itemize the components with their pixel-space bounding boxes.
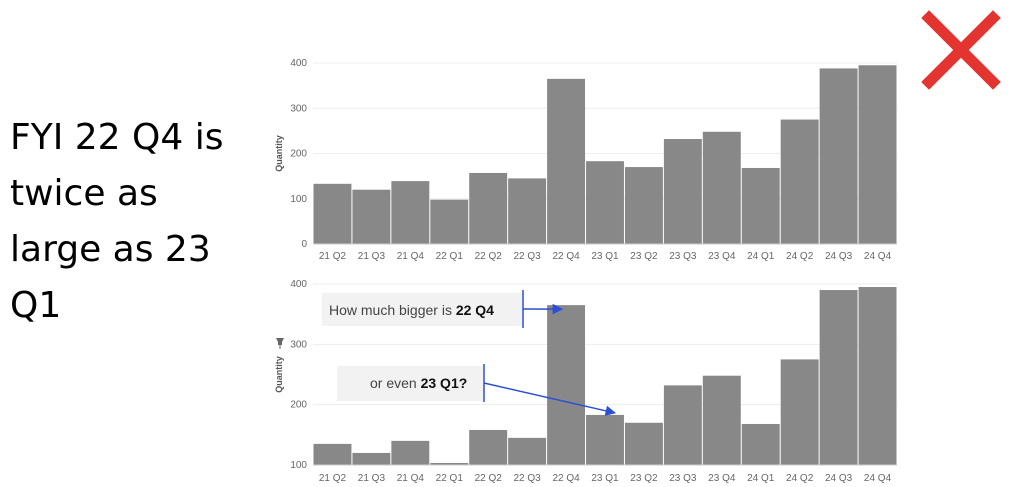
annotation-1-prefix: How much bigger is [329, 302, 456, 318]
bar [547, 78, 586, 245]
bar [624, 422, 663, 465]
claim-line-3: large as 23 [10, 229, 211, 270]
bar [430, 199, 469, 244]
x-tick-label: 24 Q1 [747, 473, 775, 484]
y-axis-label: Quantity [274, 135, 284, 172]
y-tick-label: 300 [290, 103, 307, 114]
bar [547, 305, 586, 465]
x-tick-label: 23 Q1 [591, 251, 619, 262]
x-tick-label: 23 Q2 [630, 251, 658, 262]
x-tick-label: 22 Q2 [475, 473, 503, 484]
bar [624, 167, 663, 244]
claim-text: FYI 22 Q4 is twice as large as 23 Q1 [10, 110, 270, 334]
x-tick-label: 23 Q1 [591, 473, 619, 484]
claim-line-4: Q1 [10, 285, 62, 326]
y-tick-label: 400 [290, 279, 307, 290]
y-tick-label: 100 [290, 194, 307, 205]
x-tick-label: 23 Q4 [708, 251, 736, 262]
bar [508, 178, 547, 244]
bar [702, 375, 741, 465]
x-tick-label: 22 Q3 [514, 251, 542, 262]
x-tick-label: 24 Q3 [825, 251, 853, 262]
annotation-2-arrow [483, 382, 617, 416]
y-tick-label: 300 [290, 339, 307, 350]
bar [819, 290, 858, 465]
x-tick-label: 22 Q1 [436, 251, 464, 262]
x-tick-label: 21 Q2 [319, 251, 347, 262]
x-tick-label: 21 Q3 [358, 473, 386, 484]
annotation-2-bold: 23 Q1? [421, 375, 468, 391]
bar [741, 423, 780, 465]
claim-line-2: twice as [10, 173, 158, 214]
y-tick-label: 200 [290, 400, 307, 411]
bar [819, 68, 858, 245]
bar [780, 119, 819, 244]
bar [469, 430, 508, 465]
bar [352, 452, 391, 465]
bar [313, 183, 352, 244]
x-tick-label: 23 Q2 [630, 473, 658, 484]
bar [391, 440, 430, 465]
y-tick-label: 100 [290, 460, 307, 471]
x-tick-label: 24 Q1 [747, 251, 775, 262]
bar [663, 139, 702, 244]
bar [702, 131, 741, 244]
bar [858, 287, 897, 465]
x-tick-label: 21 Q3 [358, 251, 386, 262]
claim-line-1: FYI 22 Q4 is [10, 117, 224, 158]
annotation-box-1 [322, 293, 522, 326]
bar [430, 463, 469, 465]
x-tick-label: 21 Q4 [397, 473, 425, 484]
x-tick-label: 23 Q4 [708, 473, 736, 484]
x-tick-label: 24 Q2 [786, 473, 814, 484]
y-tick-label: 200 [290, 149, 307, 160]
annotation-text-1: How much bigger is 22 Q4 [329, 302, 494, 318]
x-tick-label: 21 Q2 [319, 473, 347, 484]
y-axis-label: Quantity [274, 356, 284, 393]
x-tick-label: 22 Q1 [436, 473, 464, 484]
bar [352, 189, 391, 244]
annotation-1-bold: 22 Q4 [456, 302, 494, 318]
bar [391, 181, 430, 244]
x-tick-label: 24 Q2 [786, 251, 814, 262]
y-tick-label: 0 [301, 239, 307, 250]
bar [586, 414, 624, 465]
pin-icon [276, 338, 284, 349]
x-tick-label: 24 Q4 [864, 473, 892, 484]
x-tick-label: 24 Q3 [825, 473, 853, 484]
bar [858, 65, 897, 244]
annotation-box-2 [337, 366, 483, 401]
bar [508, 437, 547, 465]
x-tick-label: 22 Q4 [552, 473, 580, 484]
x-tick-label: 22 Q3 [514, 473, 542, 484]
bar [313, 443, 352, 465]
y-tick-label: 400 [290, 58, 307, 69]
x-tick-label: 22 Q4 [552, 251, 580, 262]
x-tick-label: 21 Q4 [397, 251, 425, 262]
x-tick-label: 22 Q2 [475, 251, 503, 262]
x-tick-label: 23 Q3 [669, 251, 697, 262]
x-tick-label: 24 Q4 [864, 251, 892, 262]
bar [469, 172, 508, 244]
red-x-icon [921, 10, 1001, 90]
bar [780, 359, 819, 465]
bar [741, 167, 780, 244]
x-tick-label: 23 Q3 [669, 473, 697, 484]
annotation-2-prefix: or even [370, 375, 421, 391]
annotation-text-2: or even 23 Q1? [370, 375, 467, 391]
bar [586, 161, 624, 244]
bar [663, 385, 702, 465]
